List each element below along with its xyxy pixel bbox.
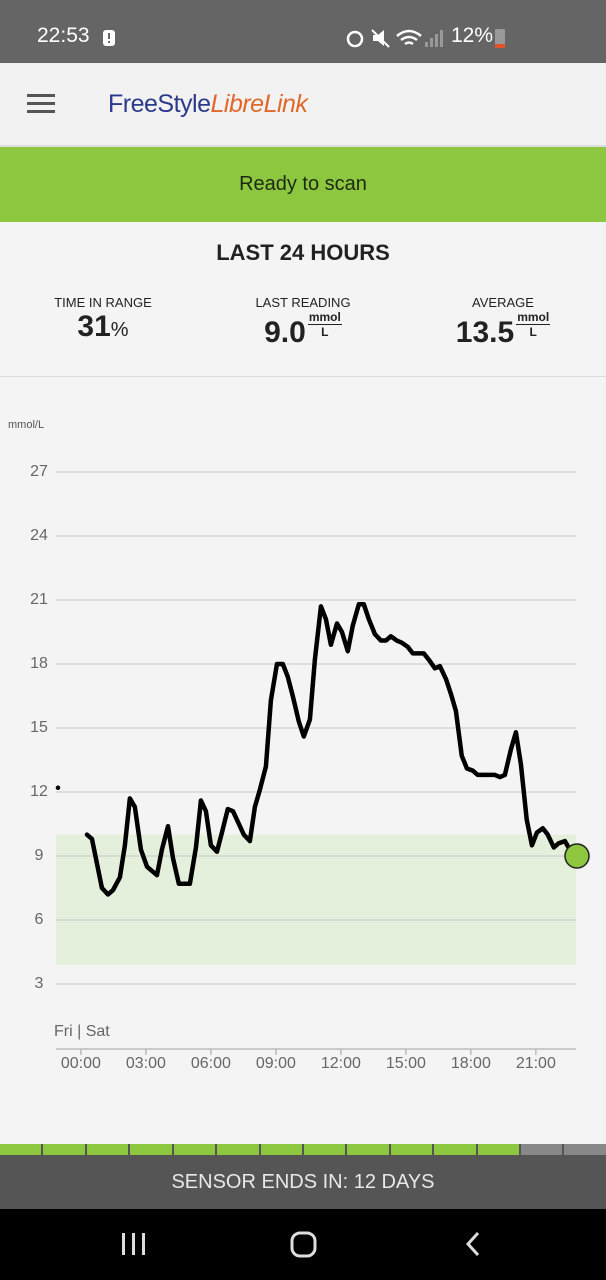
battery-text: 12% <box>451 24 494 47</box>
y-tick-label: 15 <box>30 719 48 736</box>
unit-top: mmol <box>516 310 551 325</box>
summary-value: 31 <box>77 310 111 343</box>
unit-bottom: L <box>321 325 329 339</box>
x-tick-label: 06:00 <box>191 1055 231 1072</box>
glucose-line <box>55 602 580 897</box>
progress-segment <box>43 1144 85 1155</box>
summary-label: AVERAGE <box>472 295 534 310</box>
progress-segment <box>217 1144 259 1155</box>
x-tick-label: 00:00 <box>61 1055 101 1072</box>
summary-item: TIME IN RANGE 31% <box>3 295 203 344</box>
progress-segment <box>0 1144 42 1155</box>
x-tick-label: 15:00 <box>386 1055 426 1072</box>
progress-segment <box>260 1144 302 1155</box>
glucose-chart: mmol/L Fri | Sat 3 6 9 12 15 18 21 24 27 00:00 03:… <box>8 419 590 1072</box>
progress-segment <box>130 1144 172 1155</box>
menu-button[interactable] <box>27 94 55 114</box>
progress-segment <box>564 1144 606 1155</box>
progress-segment <box>477 1144 520 1155</box>
status-bar: 22:53 12% <box>0 0 606 63</box>
summary-unit: % <box>110 319 129 341</box>
brand-logo: FreeStyleLibreLink <box>108 90 308 119</box>
progress-segment <box>434 1144 476 1155</box>
nav-bar <box>0 1209 606 1280</box>
y-tick-label: 6 <box>35 911 44 928</box>
divider <box>0 376 606 377</box>
progress-segment <box>390 1144 433 1155</box>
summary-value: 13.5 <box>455 316 515 349</box>
brand-text: LibreLink <box>210 90 308 118</box>
y-tick-label: 24 <box>30 527 48 544</box>
summary-label: LAST READING <box>255 295 351 310</box>
y-axis-label: mmol/L <box>8 419 44 431</box>
progress-segment <box>173 1144 216 1155</box>
scan-banner[interactable]: Ready to scan <box>0 147 606 222</box>
progress-segment <box>347 1144 389 1155</box>
x-tick-label: 12:00 <box>321 1055 361 1072</box>
app-header: FreeStyleLibreLink <box>0 63 606 147</box>
recents-button[interactable] <box>122 1233 145 1255</box>
back-button[interactable] <box>465 1231 480 1257</box>
progress-segment <box>303 1144 346 1155</box>
summary-title: LAST 24 HOURS <box>216 240 390 265</box>
x-tick-label: 09:00 <box>256 1055 296 1072</box>
day-label: Fri | Sat <box>54 1023 110 1040</box>
unit-bottom: L <box>529 325 537 339</box>
alert-icon <box>103 30 115 46</box>
y-tick-label: 12 <box>30 783 48 800</box>
brand-text: FreeStyle <box>108 90 211 118</box>
sensor-progress <box>0 1144 606 1155</box>
summary-item: LAST READING 9.0 mmol L <box>203 295 403 350</box>
x-tick-label: 03:00 <box>126 1055 166 1072</box>
x-tick-label: 21:00 <box>516 1055 556 1072</box>
home-button[interactable] <box>290 1231 317 1258</box>
summary-value: 9.0 <box>264 316 306 349</box>
summary-label: TIME IN RANGE <box>54 295 152 310</box>
battery-icon <box>495 29 505 48</box>
progress-segment <box>521 1144 563 1155</box>
sensor-status: SENSOR ENDS IN: 12 DAYS <box>0 1155 606 1209</box>
y-tick-label: 27 <box>30 463 48 480</box>
summary-unit: mmol L <box>307 310 342 339</box>
summary-item: AVERAGE 13.5 mmol L <box>403 295 603 350</box>
clock: 22:53 <box>37 24 90 47</box>
y-tick-label: 3 <box>35 975 44 992</box>
summary-unit: mmol L <box>516 310 551 339</box>
target-range <box>56 834 576 965</box>
x-tick-label: 18:00 <box>451 1055 491 1072</box>
y-tick-label: 18 <box>30 655 48 672</box>
unit-top: mmol <box>307 310 342 325</box>
y-tick-label: 21 <box>30 591 48 608</box>
status-icons <box>346 29 443 48</box>
progress-segment <box>86 1144 129 1155</box>
current-reading-marker <box>564 843 590 869</box>
y-tick-label: 9 <box>35 847 44 864</box>
